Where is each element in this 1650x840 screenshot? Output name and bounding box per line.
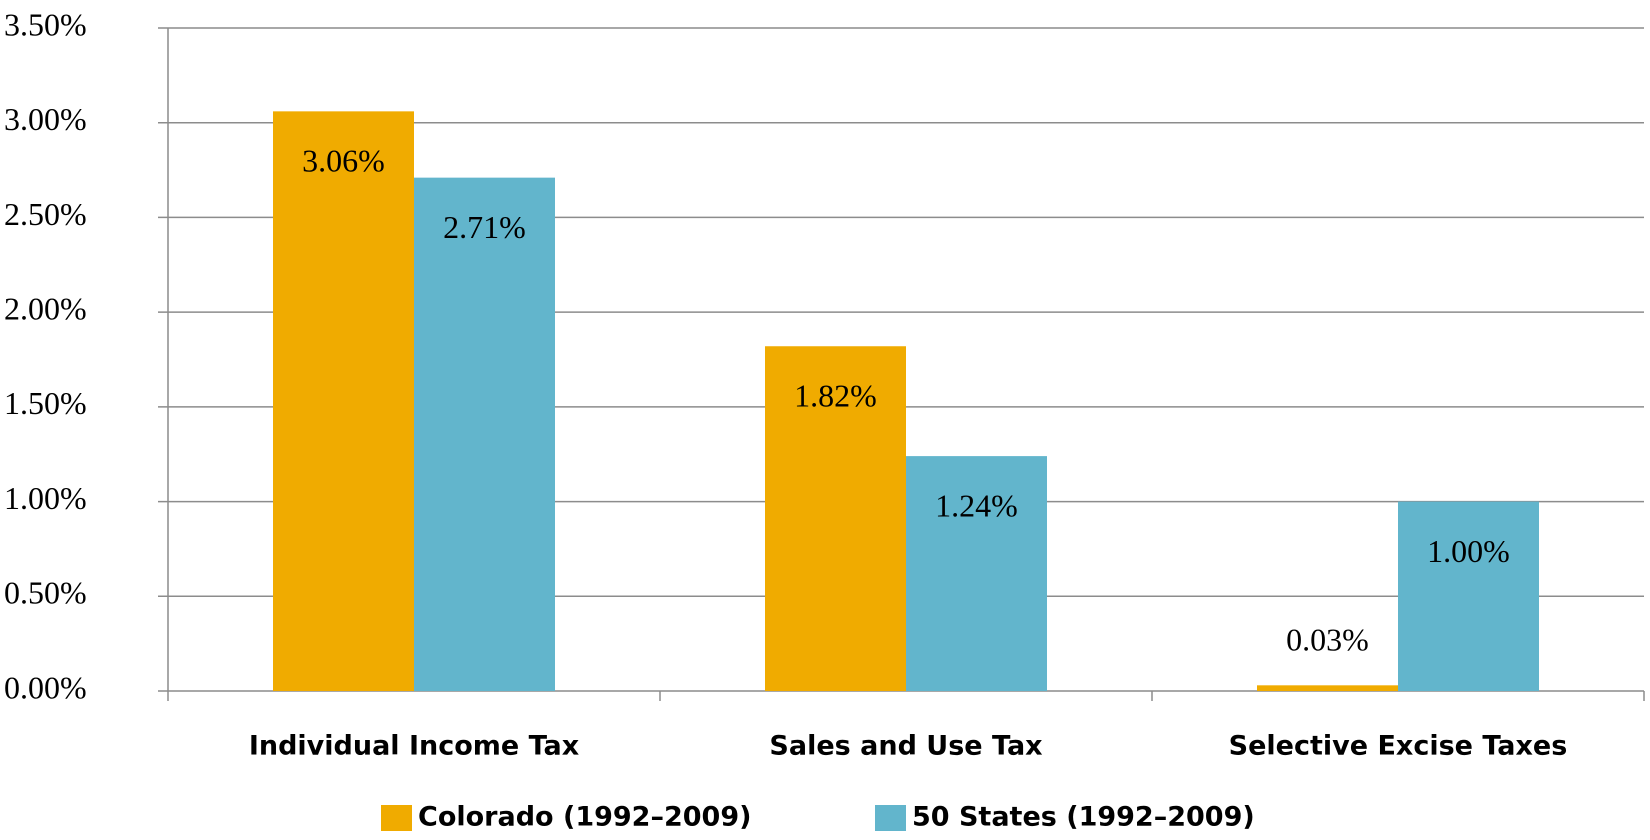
y-tick-label: 1.00% xyxy=(4,480,87,516)
data-label: 3.06% xyxy=(302,143,385,179)
x-tick-label: Individual Income Tax xyxy=(249,731,579,762)
legend-swatch xyxy=(875,805,906,831)
data-label: 1.82% xyxy=(794,378,877,414)
data-label: 0.03% xyxy=(1286,622,1369,658)
bar xyxy=(1398,501,1539,691)
data-label: 2.71% xyxy=(443,209,526,245)
bar xyxy=(414,177,555,692)
y-tick-label: 2.50% xyxy=(4,196,87,232)
y-tick-label: 3.50% xyxy=(4,6,87,42)
legend-label: Colorado (1992–2009) xyxy=(418,802,751,833)
x-tick-label: Selective Excise Taxes xyxy=(1229,731,1568,762)
legend-swatch xyxy=(381,805,412,831)
data-label: 1.00% xyxy=(1427,533,1510,569)
bar xyxy=(765,346,906,691)
bar xyxy=(1257,685,1398,691)
y-tick-label: 0.50% xyxy=(4,575,87,611)
bar xyxy=(273,111,414,691)
y-tick-label: 3.00% xyxy=(4,101,87,137)
bar xyxy=(906,456,1047,691)
x-tick-label: Sales and Use Tax xyxy=(769,731,1042,762)
data-label: 1.24% xyxy=(935,487,1018,523)
y-tick-label: 0.00% xyxy=(4,669,87,705)
y-tick-label: 1.50% xyxy=(4,385,87,421)
y-tick-label: 2.00% xyxy=(4,290,87,326)
legend-label: 50 States (1992–2009) xyxy=(912,802,1255,833)
